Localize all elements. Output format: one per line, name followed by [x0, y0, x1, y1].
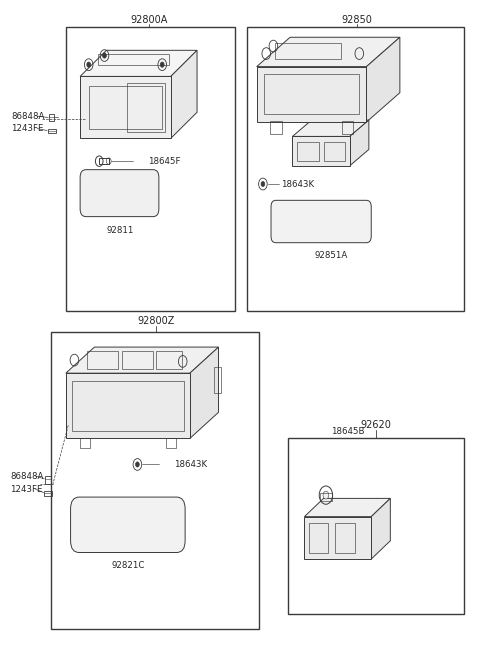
Polygon shape — [371, 498, 390, 559]
Text: 18645B: 18645B — [331, 427, 364, 436]
Bar — [87, 351, 118, 369]
Bar — [304, 517, 371, 559]
FancyBboxPatch shape — [80, 170, 159, 217]
Circle shape — [135, 462, 139, 467]
Bar — [51, 332, 259, 629]
Bar — [66, 28, 235, 311]
Bar — [66, 373, 190, 438]
Bar — [214, 367, 221, 393]
Bar — [48, 128, 56, 133]
Bar — [89, 86, 162, 128]
Polygon shape — [304, 498, 390, 517]
Bar — [156, 351, 182, 369]
Bar — [324, 141, 345, 160]
Bar — [72, 381, 184, 430]
Polygon shape — [292, 120, 369, 136]
Circle shape — [103, 53, 107, 58]
Text: 92821C: 92821C — [111, 561, 144, 570]
Text: 92620: 92620 — [360, 421, 392, 430]
Text: 86848A: 86848A — [10, 472, 43, 481]
Circle shape — [87, 62, 91, 67]
Polygon shape — [80, 50, 197, 77]
Text: 1243FE: 1243FE — [11, 124, 43, 133]
Bar — [270, 121, 281, 134]
Polygon shape — [350, 120, 369, 166]
Bar — [342, 121, 353, 134]
Bar — [292, 136, 350, 166]
Bar — [264, 75, 360, 114]
Polygon shape — [66, 347, 218, 373]
Text: 92851A: 92851A — [314, 252, 348, 260]
FancyBboxPatch shape — [271, 200, 371, 243]
Bar — [320, 493, 332, 501]
Circle shape — [261, 181, 265, 187]
Bar — [166, 438, 176, 448]
Bar — [309, 523, 328, 553]
Text: 18643K: 18643K — [174, 460, 207, 469]
Bar — [336, 523, 355, 553]
Bar — [80, 77, 171, 138]
Text: 18645F: 18645F — [148, 157, 181, 166]
Polygon shape — [190, 347, 218, 438]
Text: 92800A: 92800A — [131, 14, 168, 25]
Bar — [121, 351, 153, 369]
Bar — [257, 67, 366, 122]
Bar — [99, 158, 109, 164]
Text: 1243FE: 1243FE — [10, 485, 42, 494]
Bar — [80, 438, 90, 448]
Bar — [44, 491, 52, 496]
Bar — [45, 476, 51, 484]
Text: 86848A: 86848A — [11, 112, 44, 121]
FancyBboxPatch shape — [71, 497, 185, 553]
Bar — [247, 28, 464, 311]
Circle shape — [323, 491, 329, 499]
Bar — [297, 141, 319, 160]
Text: 92800Z: 92800Z — [138, 316, 175, 326]
Text: 92850: 92850 — [341, 14, 372, 25]
Bar — [127, 83, 166, 132]
Polygon shape — [257, 37, 400, 67]
Bar — [48, 113, 54, 121]
Bar — [97, 54, 169, 66]
Polygon shape — [171, 50, 197, 138]
Text: 92811: 92811 — [106, 226, 133, 235]
Polygon shape — [366, 37, 400, 122]
Text: 18643K: 18643K — [281, 179, 314, 189]
Circle shape — [160, 62, 164, 67]
Bar — [288, 438, 464, 614]
Bar — [275, 43, 341, 59]
